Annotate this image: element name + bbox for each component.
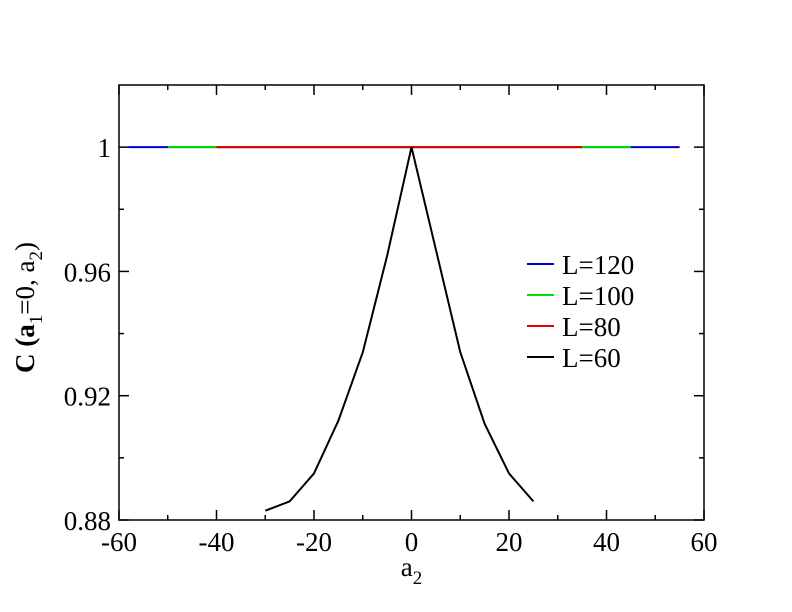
ticks-layer: -60 -40 -20 0 20 40 60 0.88 0.92 0.96 1 [64, 85, 718, 557]
x-tick-label: -20 [296, 527, 332, 557]
x-axis-label: a2 [401, 552, 422, 589]
x-tick-label: -40 [199, 527, 235, 557]
series-layer [128, 146, 680, 512]
x-tick-label: 40 [593, 527, 620, 557]
y-tick-label: 0.88 [64, 506, 111, 536]
y-axis-label: C (a1=0, a2) [10, 242, 47, 373]
series-line-l60 [264, 146, 535, 512]
legend-label-l80: L=80 [562, 312, 621, 342]
legend-label-l120: L=120 [562, 250, 634, 280]
x-tick-label: 0 [405, 527, 419, 557]
legend-label-l100: L=100 [562, 281, 634, 311]
y-tick-label: 0.92 [64, 382, 111, 412]
y-tick-label: 1 [98, 133, 112, 163]
y-tick-label: 0.96 [64, 257, 111, 287]
x-tick-label: 20 [496, 527, 523, 557]
x-tick-label: 60 [691, 527, 718, 557]
legend-label-l60: L=60 [562, 343, 621, 373]
x-tick-label: -60 [101, 527, 137, 557]
